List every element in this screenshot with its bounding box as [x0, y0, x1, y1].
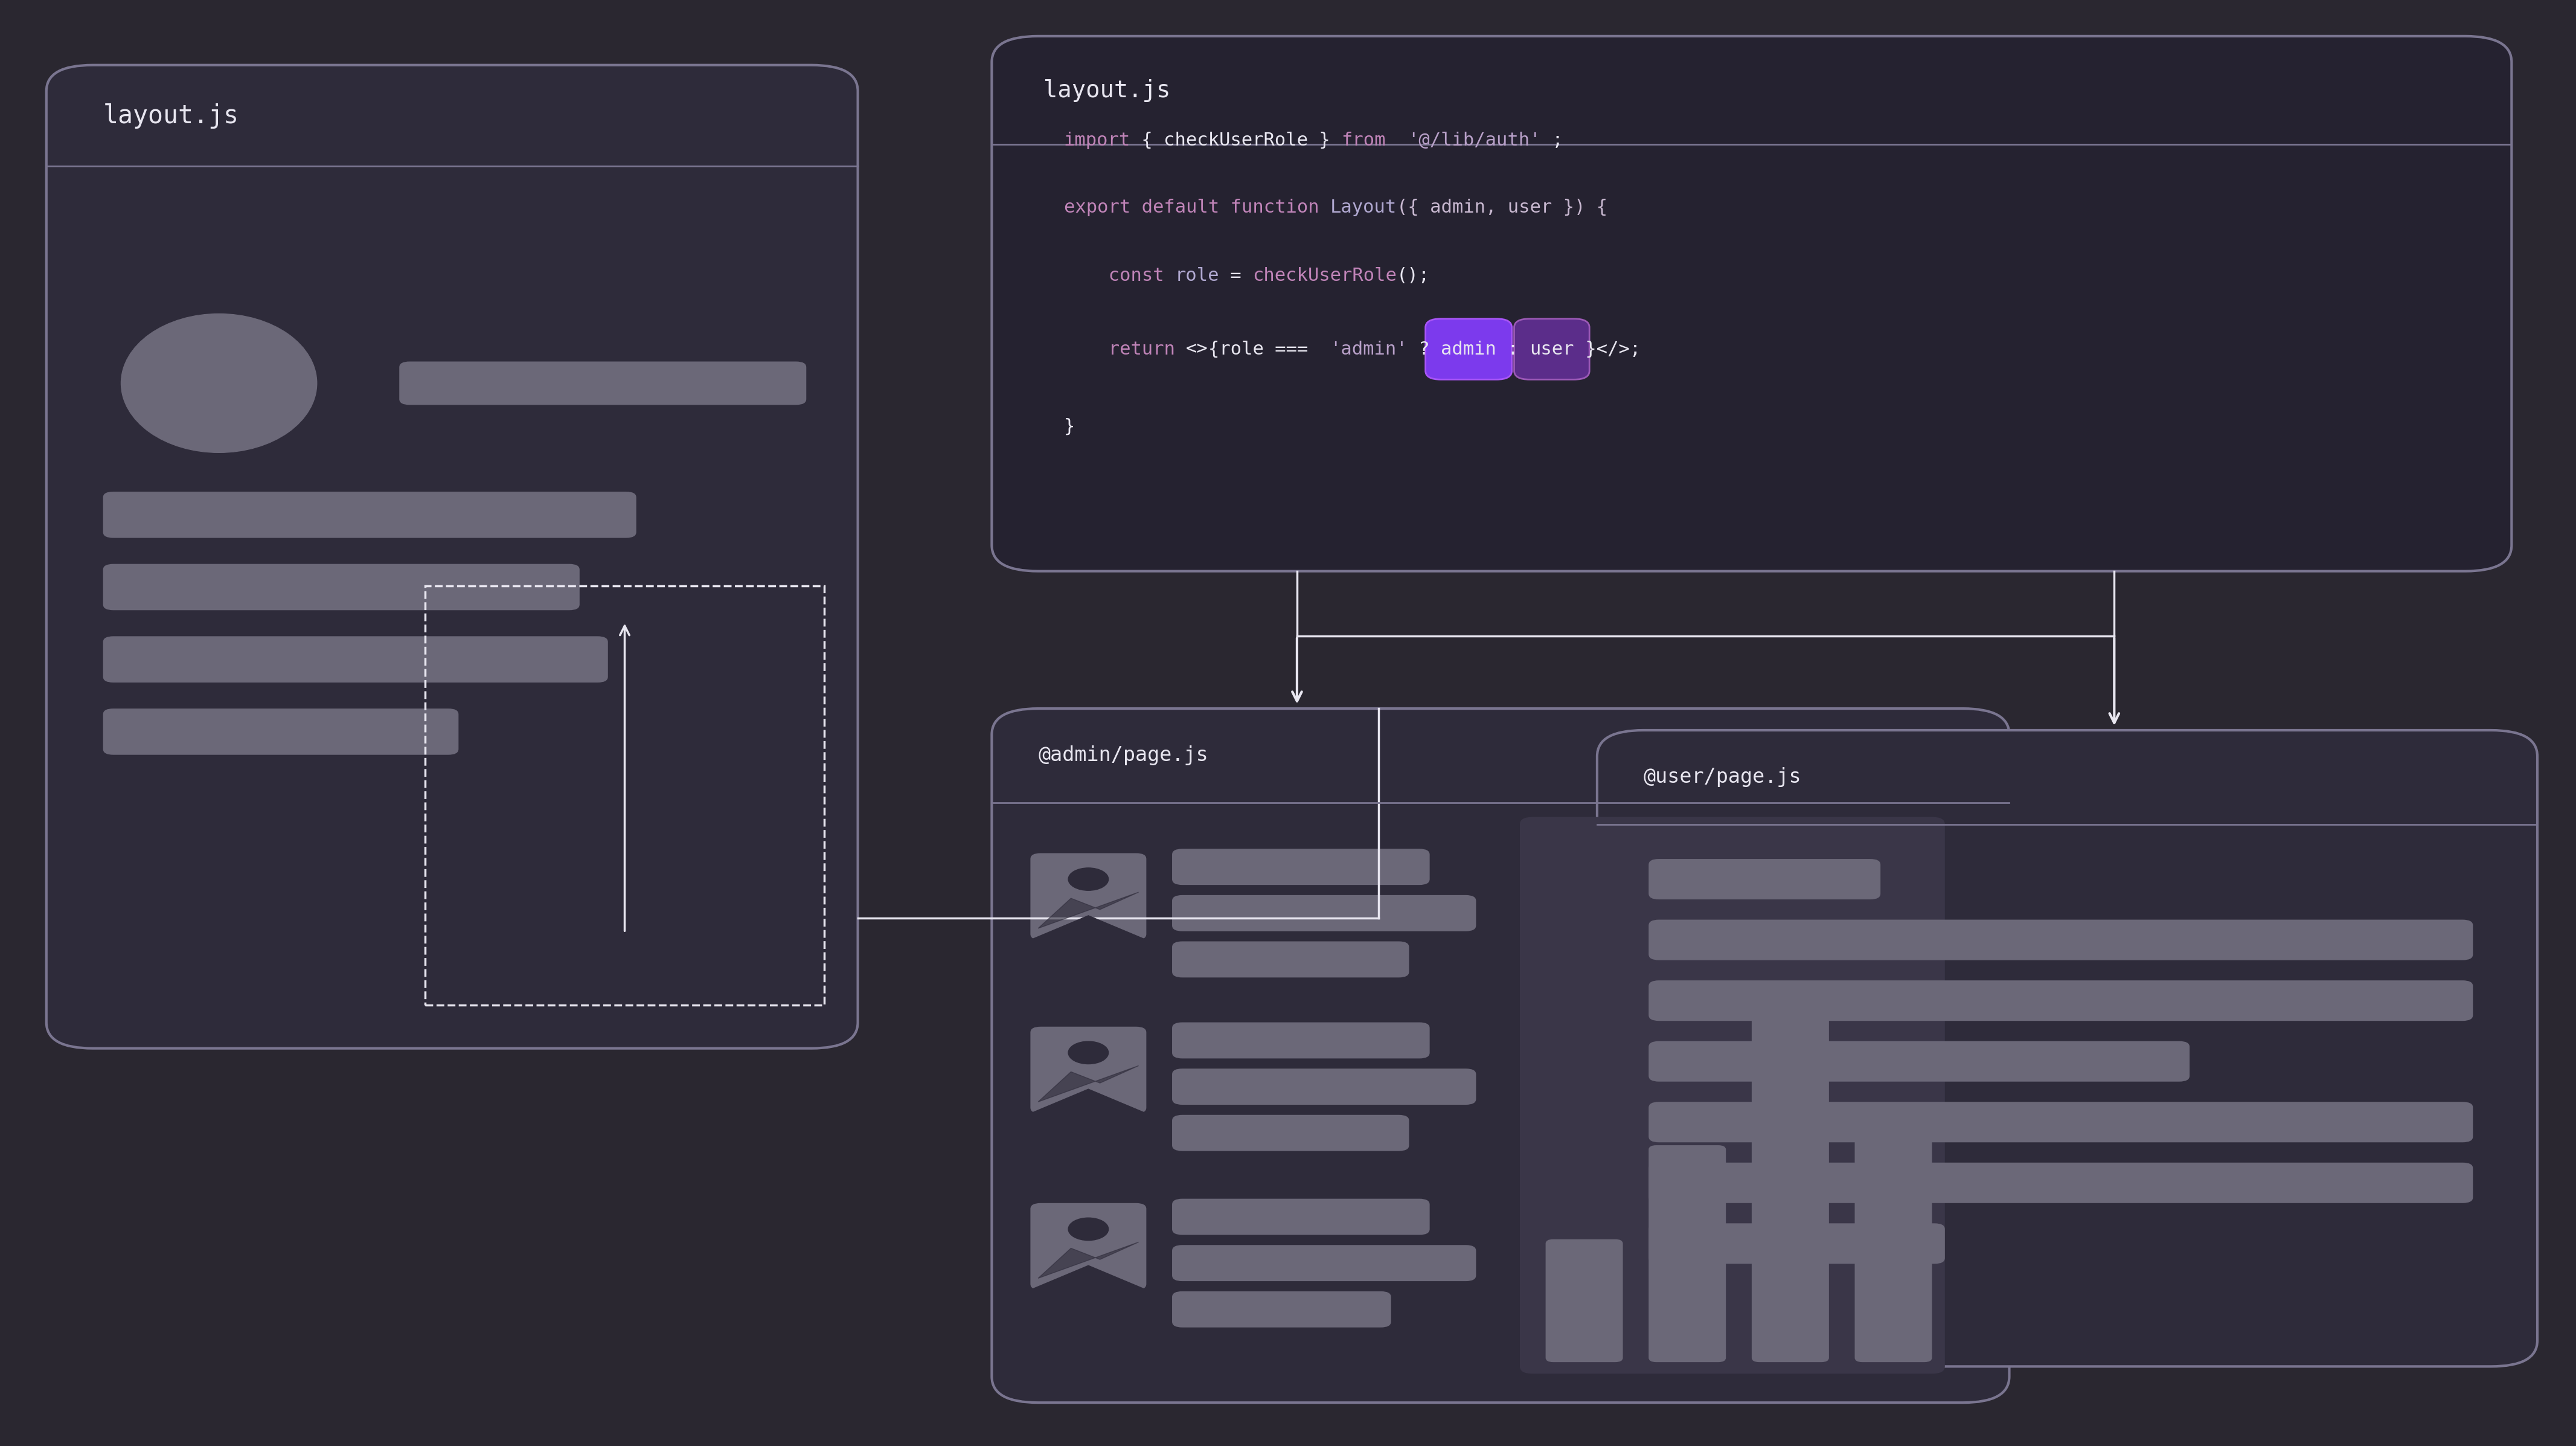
Polygon shape [1038, 892, 1139, 928]
Ellipse shape [121, 314, 317, 453]
FancyBboxPatch shape [1030, 853, 1146, 940]
FancyBboxPatch shape [1030, 1203, 1146, 1290]
FancyBboxPatch shape [1597, 730, 2537, 1366]
Polygon shape [1030, 1265, 1146, 1291]
FancyBboxPatch shape [992, 36, 2512, 571]
FancyBboxPatch shape [1172, 849, 1430, 885]
Text: Layout: Layout [1329, 198, 1396, 215]
FancyBboxPatch shape [103, 564, 580, 610]
Text: {role ===: {role === [1208, 340, 1329, 359]
FancyBboxPatch shape [1855, 1105, 1932, 1362]
FancyBboxPatch shape [1649, 1223, 1945, 1264]
Text: :: : [1497, 340, 1530, 359]
FancyBboxPatch shape [1649, 1163, 2473, 1203]
FancyBboxPatch shape [103, 636, 608, 683]
FancyBboxPatch shape [1030, 1027, 1146, 1113]
FancyBboxPatch shape [1649, 1145, 1726, 1362]
Text: @admin/page.js: @admin/page.js [1038, 746, 1208, 765]
FancyBboxPatch shape [1752, 1008, 1829, 1362]
FancyBboxPatch shape [1172, 1245, 1476, 1281]
FancyBboxPatch shape [46, 65, 858, 1048]
FancyBboxPatch shape [1515, 318, 1589, 379]
Polygon shape [1030, 915, 1146, 941]
Bar [425, 586, 824, 1005]
FancyBboxPatch shape [1649, 1041, 2190, 1082]
Circle shape [1069, 1218, 1108, 1241]
Text: admin: admin [1440, 340, 1497, 359]
FancyBboxPatch shape [103, 492, 636, 538]
Text: ({ admin, user }) {: ({ admin, user }) { [1396, 198, 1607, 215]
FancyBboxPatch shape [1546, 1239, 1623, 1362]
Text: role: role [1175, 268, 1218, 285]
Text: @user/page.js: @user/page.js [1643, 768, 1801, 787]
Text: ;: ; [1540, 132, 1564, 149]
Text: from: from [1342, 132, 1386, 149]
FancyBboxPatch shape [1172, 1022, 1430, 1058]
Text: '@/lib/auth': '@/lib/auth' [1406, 132, 1540, 149]
FancyBboxPatch shape [399, 362, 806, 405]
Text: 'admin': 'admin' [1329, 340, 1406, 359]
FancyBboxPatch shape [1172, 1115, 1409, 1151]
Circle shape [1069, 1041, 1108, 1064]
Text: layout.js: layout.js [1043, 80, 1170, 101]
Text: user: user [1530, 340, 1574, 359]
FancyBboxPatch shape [1172, 895, 1476, 931]
FancyBboxPatch shape [1172, 1291, 1391, 1327]
FancyBboxPatch shape [992, 709, 2009, 1403]
FancyBboxPatch shape [1425, 318, 1512, 379]
Text: return: return [1087, 340, 1185, 359]
Text: export default function: export default function [1064, 198, 1329, 215]
Circle shape [1069, 868, 1108, 891]
Polygon shape [1030, 1089, 1146, 1115]
FancyBboxPatch shape [1649, 920, 2473, 960]
Text: layout.js: layout.js [103, 103, 240, 129]
FancyBboxPatch shape [1649, 859, 1880, 899]
Text: ?: ? [1406, 340, 1440, 359]
Text: <>: <> [1185, 340, 1208, 359]
Text: const: const [1087, 268, 1175, 285]
Text: { checkUserRole }: { checkUserRole } [1131, 132, 1342, 149]
Polygon shape [1038, 1242, 1139, 1278]
Text: }: } [1064, 418, 1074, 435]
FancyBboxPatch shape [103, 709, 459, 755]
FancyBboxPatch shape [1172, 1199, 1430, 1235]
FancyBboxPatch shape [1649, 1102, 2473, 1142]
FancyBboxPatch shape [1172, 1069, 1476, 1105]
Text: =: = [1218, 268, 1252, 285]
FancyBboxPatch shape [1520, 817, 1945, 1374]
Text: checkUserRole: checkUserRole [1252, 268, 1396, 285]
FancyBboxPatch shape [1172, 941, 1409, 977]
FancyBboxPatch shape [1649, 980, 2473, 1021]
Text: import: import [1064, 132, 1131, 149]
Text: }</>;: }</>; [1574, 340, 1641, 359]
Polygon shape [1038, 1066, 1139, 1102]
Text: ();: (); [1396, 268, 1430, 285]
